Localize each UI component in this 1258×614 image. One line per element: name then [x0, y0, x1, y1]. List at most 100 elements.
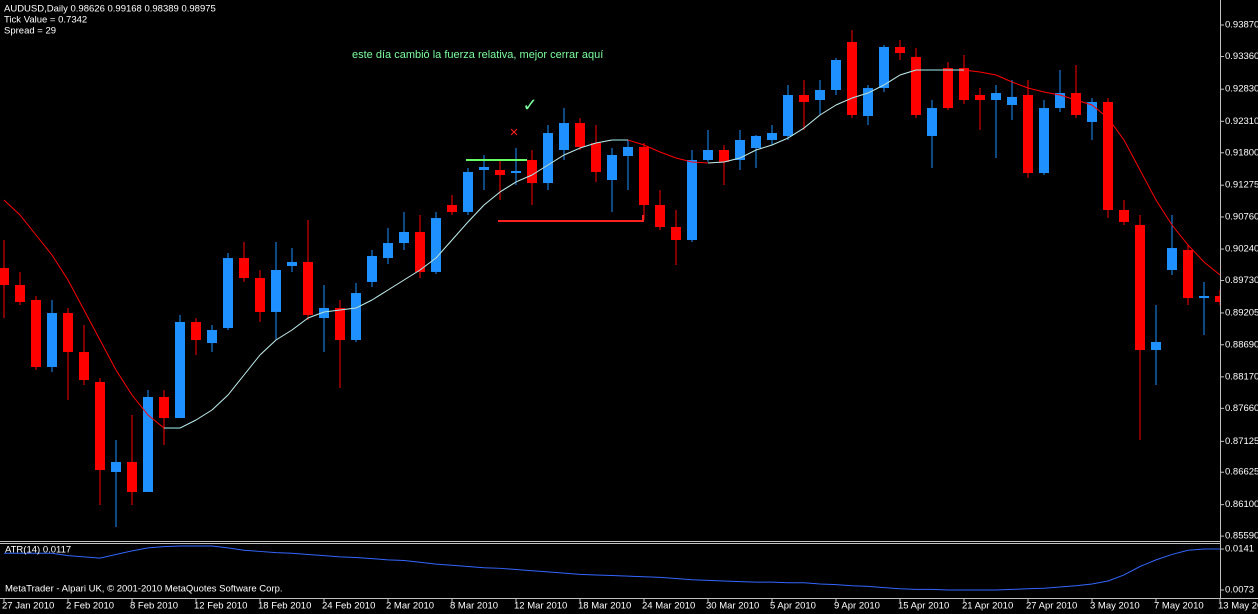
- series-rising-segment: [595, 139, 613, 144]
- series-rising-segment: [435, 239, 453, 259]
- x-tick-label: 18 Feb 2010: [258, 601, 311, 612]
- candle-body: [847, 41, 857, 115]
- series-rising-segment: [803, 114, 821, 129]
- series-rising-segment: [323, 309, 341, 313]
- candle-body: [623, 146, 633, 156]
- series-rising-segment: [227, 374, 245, 396]
- candle-body: [127, 461, 137, 492]
- candle-body: [591, 143, 601, 172]
- y-tick-label: 0.88170: [1225, 371, 1258, 382]
- candle-body: [31, 300, 41, 367]
- candle-body: [463, 171, 473, 212]
- y-tick-label: 0.85590: [1225, 531, 1258, 542]
- candle-body: [687, 160, 697, 240]
- series-rising-segment: [739, 149, 757, 159]
- series-rising-segment: [755, 144, 773, 151]
- candle-body: [943, 68, 953, 109]
- y-tick-label: 0.93360: [1225, 51, 1258, 62]
- y-tick-label: 0.89205: [1225, 307, 1258, 318]
- candle-body: [431, 218, 441, 272]
- x-tick-label: 3 May 2010: [1090, 601, 1140, 612]
- candle-body: [863, 88, 873, 116]
- candle-body: [175, 321, 185, 419]
- candle-body: [735, 140, 745, 160]
- y-tick-label: 0.91800: [1225, 147, 1258, 158]
- candle-body: [527, 160, 537, 184]
- annotation: ✓: [522, 95, 537, 115]
- atr-panel: [4, 545, 1220, 591]
- y-tick-label: 0.93870: [1225, 20, 1258, 31]
- candle-body: [399, 231, 409, 244]
- series-line: [4, 545, 1220, 591]
- y-tick-label: 0.90240: [1225, 244, 1258, 255]
- annotation: ×: [510, 124, 519, 141]
- x-tick-label: 15 Apr 2010: [898, 601, 949, 612]
- candle-body: [1135, 225, 1145, 350]
- candle-body: [335, 308, 345, 340]
- x-tick-label: 2 Mar 2010: [386, 601, 434, 612]
- y-tick-label: 0.91275: [1225, 180, 1258, 191]
- series-rising-segment: [867, 84, 885, 94]
- x-tick-label: 5 Apr 2010: [770, 601, 816, 612]
- candle-body: [367, 255, 377, 282]
- candle-body: [1215, 295, 1220, 302]
- x-tick-label: 8 Mar 2010: [450, 601, 498, 612]
- series-rising-segment: [403, 269, 421, 281]
- candle-body: [511, 170, 521, 174]
- series-rising-segment: [451, 221, 469, 241]
- candle-body: [239, 258, 249, 279]
- candle-body: [671, 226, 681, 240]
- x-tick-label: 12 Mar 2010: [514, 601, 567, 612]
- y-tick-label: 0.87660: [1225, 403, 1258, 414]
- candle-body: [287, 261, 297, 266]
- y-tick-label: 0.0141: [1225, 544, 1254, 555]
- candle-body: [655, 205, 665, 227]
- series-rising-segment: [467, 204, 485, 223]
- x-tick-label: 8 Feb 2010: [130, 601, 178, 612]
- candle-body: [751, 135, 761, 149]
- series-rising-segment: [355, 299, 373, 309]
- series-rising-segment: [723, 157, 741, 163]
- candle-body: [1023, 95, 1033, 174]
- series-rising-segment: [275, 329, 293, 341]
- candle-body: [111, 461, 121, 472]
- candle-body: [1199, 295, 1209, 299]
- x-tick-label: 30 Mar 2010: [706, 601, 759, 612]
- candle-body: [703, 150, 713, 160]
- x-tick-label: 27 Jan 2010: [2, 601, 54, 612]
- series-rising-segment: [531, 164, 549, 176]
- footer: MetaTrader - Alpari UK, © 2001-2010 Meta…: [5, 584, 283, 595]
- series-rising-segment: [707, 161, 725, 164]
- y-tick-label: 0.86625: [1225, 467, 1258, 478]
- candle-body: [975, 95, 985, 100]
- candle-body: [143, 396, 153, 492]
- indicator-title: ATR(14) 0.0117: [5, 545, 71, 556]
- candle-body: [159, 396, 169, 419]
- y-tick-label: 0.88690: [1225, 339, 1258, 350]
- candle-body: [495, 170, 505, 175]
- x-tick-label: 24 Mar 2010: [642, 601, 695, 612]
- series-rising-segment: [387, 279, 405, 291]
- candle-body: [895, 46, 905, 54]
- candle-body: [575, 123, 585, 147]
- series-rising-segment: [211, 394, 229, 411]
- candle-body: [0, 268, 9, 285]
- x-tick-label: 13 May 2010: [1218, 601, 1258, 612]
- price-panel: [0, 30, 1220, 527]
- series-rising-segment: [771, 137, 789, 146]
- series-rising-segment: [371, 289, 389, 301]
- candle-body: [95, 381, 105, 470]
- candle-body: [543, 133, 553, 184]
- candle-body: [255, 278, 265, 312]
- candle-body: [207, 330, 217, 344]
- series-rising-segment: [195, 409, 213, 421]
- candle-body: [351, 293, 361, 340]
- candle-body: [383, 243, 393, 259]
- x-tick-label: 12 Feb 2010: [194, 601, 247, 612]
- candle-body: [15, 285, 25, 302]
- x-tick-label: 18 Mar 2010: [578, 601, 631, 612]
- candle-body: [1071, 93, 1081, 115]
- candle-body: [767, 133, 777, 140]
- candle-body: [927, 108, 937, 136]
